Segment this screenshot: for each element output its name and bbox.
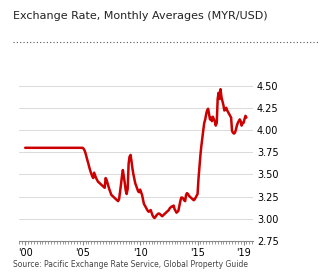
Text: Source: Pacific Exchange Rate Service, Global Property Guide: Source: Pacific Exchange Rate Service, G…: [13, 259, 248, 269]
Text: Exchange Rate, Monthly Averages (MYR/USD): Exchange Rate, Monthly Averages (MYR/USD…: [13, 11, 268, 21]
